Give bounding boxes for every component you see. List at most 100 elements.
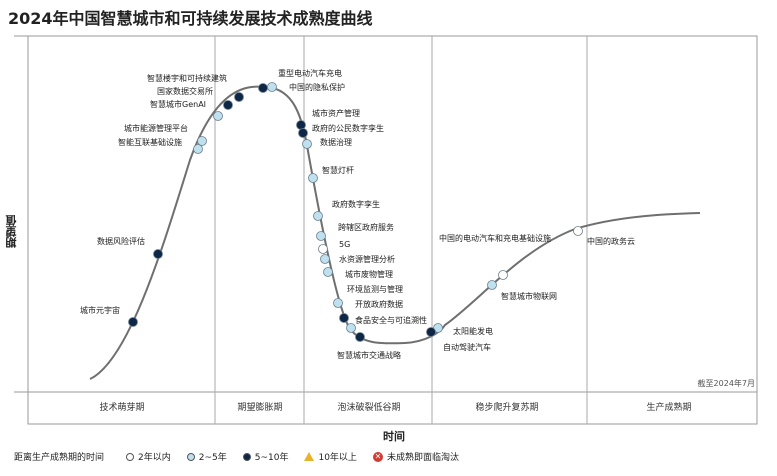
tech-point: 智慧城市交通战略	[337, 332, 401, 360]
point-marker	[355, 332, 365, 342]
legend-circle-icon	[186, 452, 195, 461]
legend-label: 2年以内	[138, 453, 171, 463]
tech-point: 数据治理	[302, 137, 352, 149]
point-marker	[333, 298, 343, 308]
phase-label: 期望膨胀期	[237, 401, 282, 413]
legend-title: 距离生产成熟期的时间	[14, 453, 105, 463]
tech-point: 城市废物管理	[323, 267, 393, 279]
point-label: 开放政府数据	[355, 299, 403, 309]
hype-curve	[89, 85, 701, 380]
tech-point: 5G	[318, 240, 350, 254]
point-marker	[197, 136, 207, 146]
point-label: 跨辖区政府服务	[338, 222, 394, 232]
point-label: 智慧城市交通战略	[337, 350, 401, 360]
phase-label: 技术萌芽期	[99, 401, 144, 413]
point-marker	[308, 173, 318, 183]
point-label: 5G	[339, 240, 350, 249]
point-label: 中国的隐私保护	[289, 82, 345, 92]
point-marker	[258, 83, 268, 93]
point-label: 智慧城市GenAI	[150, 99, 206, 109]
point-label: 环境监测与管理	[347, 284, 403, 294]
point-label: 政府的公民数字孪生	[312, 123, 384, 133]
point-label: 中国的政务云	[587, 236, 635, 246]
point-label: 中国的电动汽车和充电基础设施	[439, 233, 551, 243]
point-marker	[153, 249, 163, 259]
legend-item: 10年以上	[304, 450, 357, 463]
tech-point: 智能互联基础设施	[118, 137, 203, 154]
chart-frame	[14, 35, 758, 425]
technology-points: 城市元宇宙 数据风险评估 智能互联基础设施 城市能源管理平台 智慧城市GenAI 国家数据…	[80, 68, 635, 360]
point-label: 城市能源管理平台	[124, 123, 188, 133]
point-label: 重型电动汽车充电	[278, 68, 342, 78]
point-marker	[213, 111, 223, 121]
legend-label: 未成熟即面临淘汰	[386, 453, 459, 463]
phase-labels: 技术萌芽期 期望膨胀期 泡沫破裂低谷期 稳步爬升复苏期 生产成熟期	[99, 401, 691, 413]
tech-point: 城市元宇宙	[80, 305, 138, 327]
point-label: 智慧城市物联网	[501, 291, 557, 301]
point-marker	[323, 267, 333, 277]
point-marker	[267, 82, 277, 92]
legend-circle-icon	[242, 452, 251, 461]
legend-circle-icon	[126, 452, 135, 461]
tech-point: 跨辖区政府服务	[316, 222, 394, 241]
point-label: 城市元宇宙	[80, 305, 120, 315]
point-label: 城市废物管理	[345, 269, 393, 279]
phase-label: 泡沫破裂低谷期	[337, 401, 400, 413]
point-marker	[316, 231, 326, 241]
point-marker	[313, 211, 323, 221]
point-marker	[320, 254, 330, 264]
point-marker	[339, 313, 349, 323]
point-marker	[498, 270, 508, 280]
point-label: 自动驾驶汽车	[443, 342, 491, 352]
chart-title: 2024年中国智慧城市和可持续发展技术成熟度曲线	[8, 9, 373, 28]
point-label: 国家数据交易所	[157, 86, 213, 96]
legend-item: 5~10年	[242, 450, 289, 463]
point-marker	[128, 317, 138, 327]
legend-label: 5~10年	[254, 453, 289, 463]
point-marker	[298, 128, 308, 138]
point-label: 城市资产管理	[312, 108, 360, 118]
point-label: 智慧楼宇和可持续建筑	[147, 73, 227, 83]
tech-point: 食品安全与可追溯性	[346, 315, 427, 333]
legend-item: ✕ 未成熟即面临淘汰	[372, 450, 459, 463]
legend-triangle-icon	[304, 452, 315, 461]
point-marker	[426, 327, 436, 337]
legend: 距离生产成熟期的时间 2年以内 2~5年 5~10年 10年以上 ✕ 未成熟即面临淘汰	[14, 450, 475, 463]
legend-label: 10年以上	[318, 453, 357, 463]
tech-point: 水资源管理分析	[320, 254, 395, 264]
legend-item: 2年以内	[126, 450, 171, 463]
point-marker	[223, 100, 233, 110]
tech-point: 智慧楼宇和可持续建筑	[147, 73, 244, 102]
point-marker	[318, 244, 328, 254]
point-label: 智能互联基础设施	[118, 137, 182, 147]
tech-point: 中国的电动汽车和充电基础设施	[439, 233, 551, 280]
legend-item: 2~5年	[186, 450, 227, 463]
date-note: 截至2024年7月	[697, 379, 755, 388]
point-label: 太阳能发电	[453, 326, 493, 336]
point-marker	[296, 120, 306, 130]
legend-x-icon: ✕	[372, 451, 383, 462]
tech-point: 数据风险评估	[97, 236, 163, 259]
phase-label: 稳步爬升复苏期	[475, 401, 538, 413]
tech-point: 智慧城市GenAI	[150, 99, 223, 121]
point-marker	[193, 144, 203, 154]
tech-point: 政府的公民数字孪生	[298, 123, 384, 138]
phase-label: 生产成熟期	[646, 401, 691, 413]
point-label: 水资源管理分析	[339, 254, 395, 264]
tech-point: 自动驾驶汽车	[426, 327, 491, 352]
point-marker	[573, 226, 583, 236]
point-marker	[302, 139, 312, 149]
plot-border	[27, 35, 758, 425]
tech-point: 智慧灯杆	[308, 165, 354, 183]
point-label: 食品安全与可追溯性	[355, 315, 427, 325]
point-label: 数据治理	[320, 137, 352, 147]
tech-point: 开放政府数据	[339, 299, 403, 323]
point-label: 政府数字孪生	[332, 199, 380, 209]
tech-point: 中国的隐私保护	[267, 82, 345, 92]
tech-point: 国家数据交易所	[157, 86, 233, 110]
legend-label: 2~5年	[198, 453, 227, 463]
tech-point: 环境监测与管理	[333, 284, 403, 308]
point-marker	[487, 280, 497, 290]
